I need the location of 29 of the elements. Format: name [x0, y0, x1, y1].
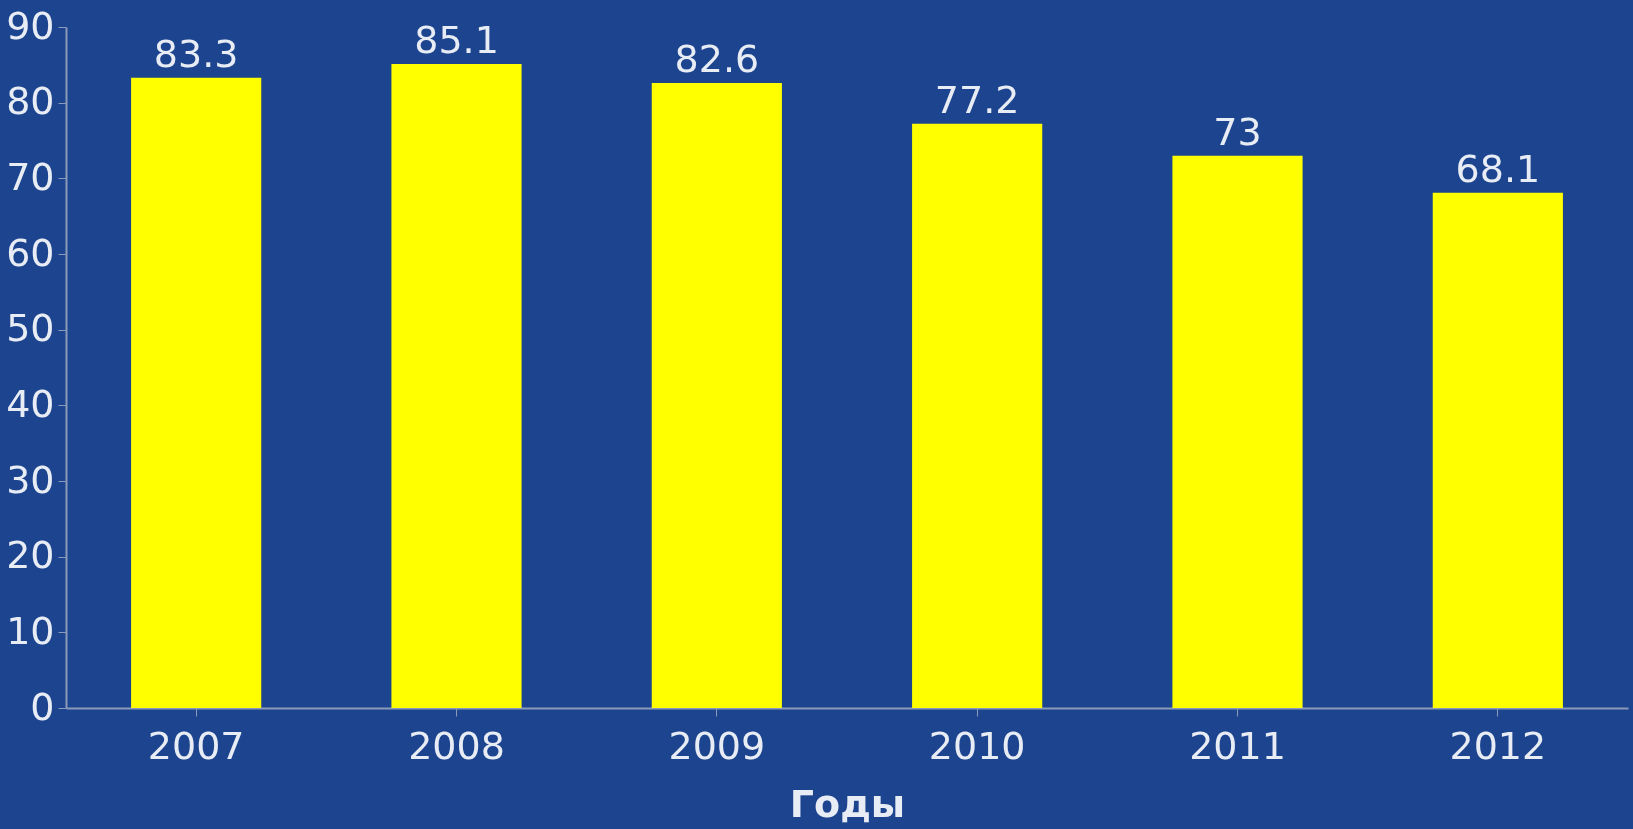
y-tick-label: 60: [6, 230, 55, 275]
bar: [1432, 192, 1563, 708]
x-tick-label: 2011: [1189, 723, 1286, 768]
x-tick-label: 2008: [408, 723, 505, 768]
data-label: 68.1: [1455, 146, 1541, 191]
y-tick-label: 70: [6, 154, 55, 199]
bar: [391, 64, 522, 708]
x-axis-title: Годы: [789, 781, 906, 826]
y-tick-label: 30: [6, 457, 55, 502]
x-tick-label: 2012: [1449, 723, 1547, 768]
bar: [1172, 155, 1303, 708]
data-label: 85.1: [414, 18, 499, 63]
data-label: 77.2: [934, 77, 1020, 122]
y-tick-label: 20: [6, 533, 55, 578]
y-tick-label: 0: [30, 684, 55, 729]
data-label: 82.6: [674, 36, 760, 81]
y-tick-label: 80: [6, 79, 55, 124]
y-tick-label: 50: [6, 306, 55, 351]
data-label: 83.3: [153, 31, 239, 76]
y-tick-label: 10: [6, 608, 55, 653]
y-tick-label: 90: [6, 3, 55, 48]
bar: [912, 123, 1043, 708]
bar: [131, 77, 262, 708]
y-tick-label: 40: [6, 381, 55, 426]
data-label: 73: [1213, 109, 1262, 154]
bar: [651, 82, 782, 708]
x-tick-label: 2009: [668, 723, 766, 768]
x-tick-label: 2007: [147, 723, 245, 768]
x-tick-label: 2010: [928, 723, 1026, 768]
